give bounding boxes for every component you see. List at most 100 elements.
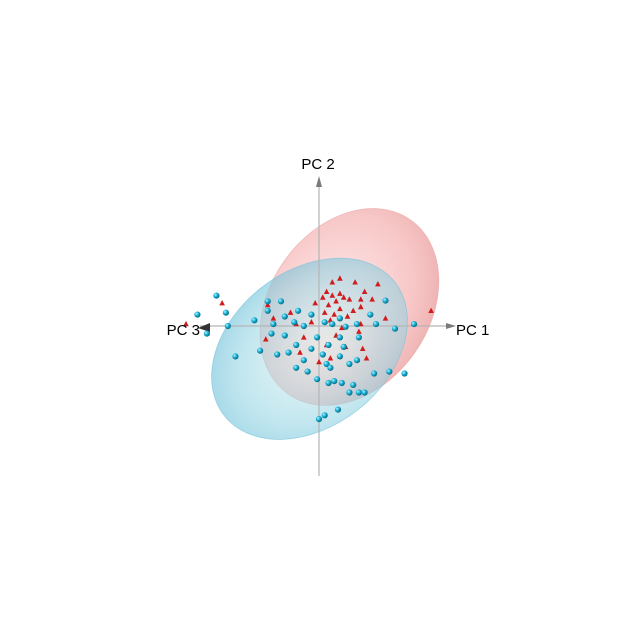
sphere-point: [285, 349, 292, 356]
axes: [198, 176, 456, 476]
sphere-point: [314, 334, 321, 341]
data-points: [183, 275, 434, 423]
sphere-point: [325, 379, 332, 387]
sphere-point: [353, 357, 361, 364]
triangle-point: [312, 300, 318, 306]
triangle-point: [263, 336, 269, 342]
triangle-point: [340, 294, 347, 300]
sphere-point: [331, 378, 338, 385]
sphere-point: [319, 351, 326, 358]
sphere-point: [336, 353, 343, 360]
triangle-point: [301, 334, 307, 340]
triangle-point: [337, 275, 343, 281]
sphere-point: [304, 368, 311, 375]
sphere-point: [325, 341, 332, 349]
triangle-point: [308, 319, 315, 325]
triangle-point: [337, 290, 343, 296]
sphere-point: [401, 370, 408, 377]
sphere-point: [251, 317, 258, 324]
sphere-point: [308, 345, 315, 352]
triangle-point: [363, 355, 370, 361]
sphere-point: [232, 353, 239, 360]
triangle-point: [325, 301, 332, 308]
sphere-point: [300, 322, 307, 330]
triangle-point: [333, 298, 339, 304]
triangle-point: [382, 315, 389, 321]
pc1-axis-arrow: [446, 323, 456, 329]
sphere-point: [391, 325, 399, 332]
triangle-point: [375, 281, 381, 287]
sphere-point: [268, 330, 275, 337]
sphere-point: [224, 322, 231, 330]
triangle-point: [264, 301, 271, 308]
sphere-point: [293, 341, 300, 349]
sphere-point: [361, 389, 368, 396]
pc2-label: PC 2: [301, 156, 334, 173]
triangle-point: [287, 309, 294, 315]
sphere-point: [346, 360, 353, 368]
sphere-point: [281, 332, 288, 339]
triangle-point: [350, 307, 356, 313]
triangle-point: [329, 279, 336, 285]
triangle-point: [183, 320, 189, 327]
pc3-label: PC 3: [167, 322, 200, 339]
sphere-point: [300, 357, 307, 364]
sphere-point: [270, 321, 277, 328]
pc3-axis-arrow: [198, 323, 210, 332]
triangle-point: [339, 324, 345, 331]
sphere-point: [371, 370, 378, 377]
sphere-point: [410, 321, 418, 328]
sphere-point: [342, 323, 349, 330]
sphere-point: [291, 319, 298, 326]
pc2-axis-arrow: [316, 176, 322, 187]
sphere-point: [274, 351, 281, 358]
sphere-point: [281, 313, 288, 320]
sphere-point: [257, 347, 264, 354]
triangle-point: [356, 328, 362, 334]
sphere-point: [295, 307, 302, 314]
sphere-point: [386, 368, 393, 375]
sphere-point: [367, 311, 374, 318]
sphere-point: [264, 298, 271, 305]
sphere-point: [372, 321, 380, 328]
sphere-point: [203, 330, 210, 337]
sphere-point: [329, 321, 336, 328]
triangle-point: [270, 315, 277, 321]
triangle-point: [344, 313, 351, 319]
triangle-point: [297, 349, 303, 355]
sphere-point: [382, 297, 389, 304]
sphere-point: [194, 311, 201, 318]
sphere-point: [340, 343, 347, 350]
sphere-point: [277, 298, 285, 305]
triangle-point: [358, 296, 364, 302]
sphere-point: [355, 389, 362, 396]
sphere-point: [336, 315, 343, 322]
triangle-point: [219, 300, 225, 306]
triangle-point: [358, 303, 364, 310]
sphere-point: [308, 311, 315, 318]
triangle-point: [321, 309, 328, 315]
sphere-point: [321, 412, 328, 419]
triangle-point: [346, 296, 353, 302]
sphere-point: [336, 334, 343, 341]
sphere-point: [213, 292, 220, 299]
sphere-point: [346, 389, 353, 396]
triangle-point: [359, 345, 366, 351]
triangle-point: [337, 305, 343, 312]
pc1-label: PC 1: [456, 322, 489, 339]
sphere-point: [338, 379, 345, 387]
sphere-point: [350, 381, 357, 388]
triangle-point: [316, 358, 322, 365]
sphere-point: [314, 376, 321, 383]
triangle-point: [327, 355, 334, 361]
sphere-point: [323, 360, 330, 368]
sphere-point: [222, 309, 229, 316]
sphere-point: [327, 364, 334, 371]
triangle-point: [428, 307, 434, 313]
sphere-point: [334, 406, 342, 413]
sphere-point: [315, 416, 323, 423]
sphere-point: [293, 364, 300, 371]
triangle-point: [369, 296, 375, 302]
sphere-point: [353, 321, 361, 328]
